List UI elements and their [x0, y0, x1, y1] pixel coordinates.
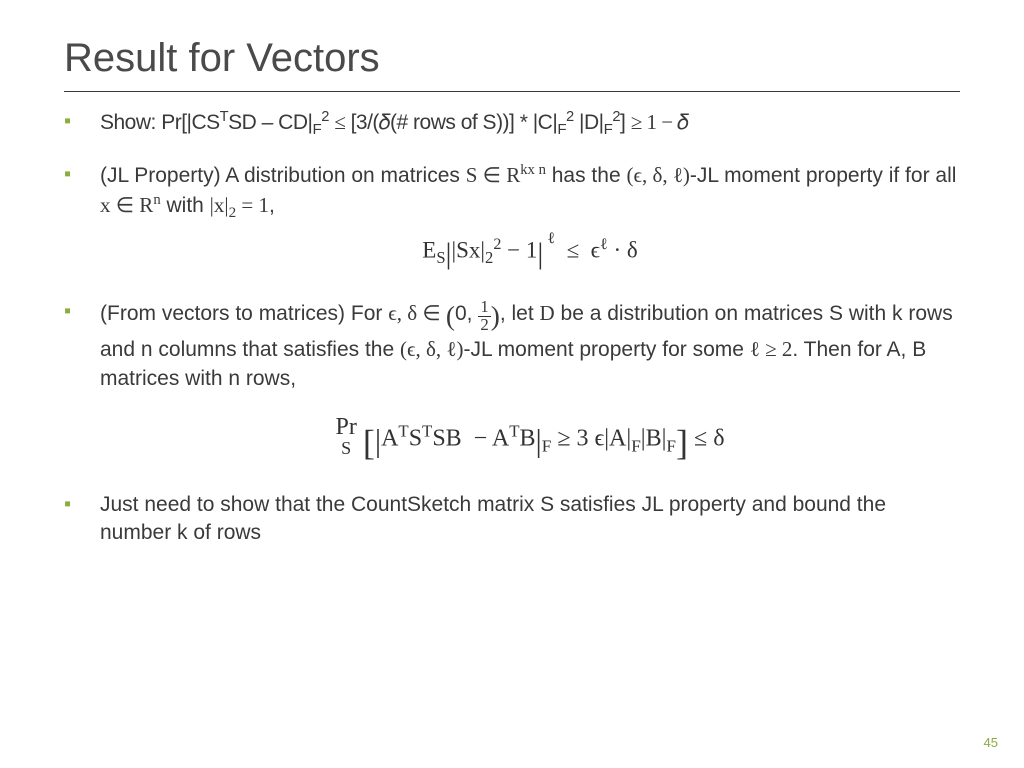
bullet-list: Show: Pr[|CSTSD – CD|F2 ≤ [3/(𝛿(# rows o…	[64, 108, 960, 548]
slide: Result for Vectors Show: Pr[|CSTSD – CD|…	[0, 0, 1024, 768]
title-rule	[64, 91, 960, 92]
page-number: 45	[984, 735, 998, 750]
bullet-3-formula: PrS [|ATSTSB − ATB|F ≥ 3 ϵ|A|F|B|F] ≤ δ	[100, 415, 960, 467]
bullet-3-text: (From vectors to matrices) For ϵ, δ ∈ (0…	[100, 302, 953, 389]
bullet-4: Just need to show that the CountSketch m…	[64, 491, 960, 548]
bullet-4-text: Just need to show that the CountSketch m…	[100, 493, 886, 544]
slide-title: Result for Vectors	[64, 36, 960, 81]
bullet-2-formula: ES||Sx|22 − 1| ℓ ≤ ϵℓ · δ	[100, 234, 960, 274]
bullet-1: Show: Pr[|CSTSD – CD|F2 ≤ [3/(𝛿(# rows o…	[64, 108, 960, 137]
bullet-3: (From vectors to matrices) For ϵ, δ ∈ (0…	[64, 298, 960, 467]
bullet-2: (JL Property) A distribution on matrices…	[64, 161, 960, 274]
bullet-2-text: (JL Property) A distribution on matrices…	[100, 164, 956, 216]
bullet-1-text: Show: Pr[|CSTSD – CD|F2 ≤ [3/(𝛿(# rows o…	[100, 111, 688, 134]
